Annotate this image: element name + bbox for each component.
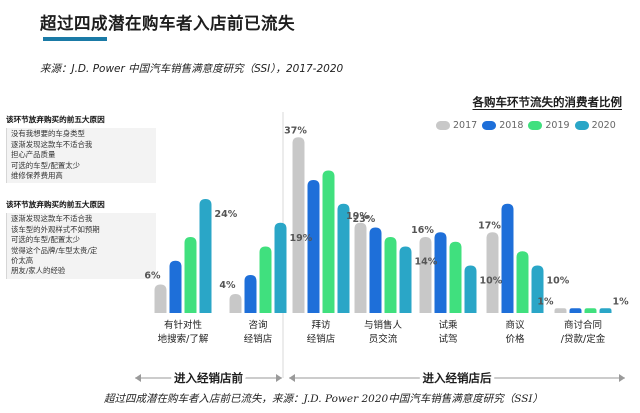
bar-2018-6: [569, 308, 582, 313]
reason-item: 逐渐发现这款车不适合我: [11, 139, 93, 149]
legend-label-2020: 2020: [591, 120, 616, 131]
x-tick-label: 地搜索/了解: [158, 333, 209, 345]
bar-2019-3: [384, 237, 397, 313]
group-arrowhead-right: [276, 374, 282, 382]
bar-2019-6: [584, 308, 597, 313]
bar-2018-5: [501, 203, 514, 313]
reason-item: 该车型的外观样式不如预期: [11, 224, 100, 234]
bar-2020-0: [199, 199, 212, 313]
bar-2018-2: [307, 180, 320, 313]
data-label: 1%: [537, 296, 554, 307]
bar-2020-2: [337, 203, 350, 313]
legend-label-2019: 2019: [545, 120, 570, 131]
x-tick-label: 商讨合同: [564, 319, 602, 331]
legend-swatch-2018: [482, 121, 497, 130]
reason-item: 可选的车型/配置太少: [11, 160, 81, 170]
reason-item: 维修保养费用高: [11, 171, 63, 181]
x-tick-label: 拜访: [311, 320, 331, 331]
group-arrowhead-left: [289, 374, 295, 382]
chart-title: 各购车环节流失的消费者比例: [472, 95, 623, 109]
bar-2019-2: [322, 170, 335, 313]
data-label: 14%: [415, 257, 438, 268]
group-label: 进入经销店前: [174, 371, 243, 385]
legend-item-2018: 2018: [482, 120, 523, 131]
x-tick-label: 有针对性: [164, 319, 203, 331]
group-label: 进入经销店后: [423, 371, 492, 385]
legend-swatch-2020: [574, 121, 589, 130]
bar-2017-0: [154, 284, 167, 313]
legend-item-2019: 2019: [528, 120, 570, 131]
legend-swatch-2019: [528, 121, 543, 130]
x-tick-label: 试乘: [438, 319, 458, 331]
bar-2019-1: [259, 246, 272, 313]
bar-2017-6: [554, 308, 567, 313]
reason-item: 价太高: [11, 256, 34, 266]
bar-2019-5: [516, 251, 529, 313]
reason-list: 没有我想要的车身类型 逐渐发现这款车不适合我 担心产品质量 可选的车型/配置太少…: [6, 128, 156, 184]
data-label: 19%: [346, 211, 369, 222]
data-label: 16%: [411, 225, 434, 236]
data-label: 23%: [353, 214, 376, 225]
bar-2017-2: [292, 137, 305, 313]
reason-box-search: 该环节放弃购买的前五大原因 没有我想要的车身类型 逐渐发现这款车不适合我 担心产…: [6, 115, 156, 184]
data-label: 1%: [613, 296, 630, 307]
bar-2020-1: [274, 222, 287, 313]
bar-2019-4: [449, 241, 462, 313]
reason-item: 朋友/家人的经验: [11, 266, 66, 276]
x-tick-label: 商议: [505, 319, 525, 331]
reason-box-title: 该环节放弃购买的前五大原因: [6, 200, 105, 209]
data-label: 4%: [219, 280, 236, 291]
x-tick-label: 员交流: [369, 333, 398, 345]
bar-2018-1: [244, 275, 257, 313]
x-tick-label: 经销店: [244, 333, 273, 345]
bar-2017-1: [229, 294, 242, 313]
data-label: 17%: [478, 220, 501, 231]
title-accent-bar: [43, 37, 107, 41]
x-tick-label: /贷款/定金: [561, 333, 606, 345]
footer-source-note: 超过四成潜在购车者入店前已流失，来源：J.D. Power 2020中国汽车销售…: [104, 393, 544, 405]
reason-box-dealer-inquiry: 该环节放弃购买的前五大原因 逐渐发现这款车不适合我 该车型的外观样式不如预期 可…: [6, 200, 156, 279]
source-note: 来源：J.D. Power 中国汽车销售满意度研究（SSI），2017-2020: [40, 63, 344, 75]
legend-item-2017: 2017: [436, 120, 477, 131]
bar-2018-4: [434, 232, 447, 313]
x-tick-label: 与销售人: [364, 319, 403, 331]
x-tick-label: 经销店: [307, 333, 336, 345]
bar-2018-0: [169, 260, 182, 313]
legend: 2017 2018 2019 2020: [436, 120, 616, 131]
data-label: 10%: [480, 276, 503, 287]
legend-label-2017: 2017: [453, 120, 478, 131]
data-label: 10%: [547, 276, 570, 287]
bar-2019-0: [184, 237, 197, 313]
legend-item-2020: 2020: [574, 120, 616, 131]
bar-2017-4: [419, 237, 432, 313]
reason-item: 可选的车型/配置太少: [11, 235, 81, 245]
data-label: 6%: [144, 271, 161, 282]
data-label: 37%: [284, 125, 307, 136]
reason-box-title: 该环节放弃购买的前五大原因: [6, 115, 105, 124]
x-tick-label: 咨询: [248, 319, 267, 331]
bar-2018-3: [369, 227, 382, 313]
reason-item: 担心产品质量: [11, 150, 56, 160]
bar-2017-5: [486, 232, 499, 313]
group-arrowhead-left: [135, 374, 141, 382]
x-tick-label: 价格: [505, 333, 525, 345]
bar-2017-3: [354, 222, 367, 313]
page-title: 超过四成潜在购车者入店前已流失: [40, 14, 295, 33]
bar-2020-4: [464, 265, 477, 313]
reason-list: 逐渐发现这款车不适合我 该车型的外观样式不如预期 可选的车型/配置太少 觉得这个…: [6, 213, 156, 279]
bar-2020-3: [399, 246, 412, 313]
bar-2020-5: [531, 265, 544, 313]
legend-swatch-2017: [436, 121, 450, 130]
data-label: 19%: [290, 233, 313, 244]
reason-item: 觉得这个品牌/车型太贵/定: [11, 245, 98, 255]
group-arrowhead-right: [619, 374, 625, 382]
reason-item: 没有我想要的车身类型: [11, 129, 85, 139]
bar-2020-6: [599, 308, 612, 313]
legend-label-2018: 2018: [499, 120, 524, 131]
data-label: 24%: [215, 209, 238, 220]
x-tick-label: 试驾: [438, 333, 457, 345]
reason-item: 逐渐发现这款车不适合我: [11, 214, 93, 224]
